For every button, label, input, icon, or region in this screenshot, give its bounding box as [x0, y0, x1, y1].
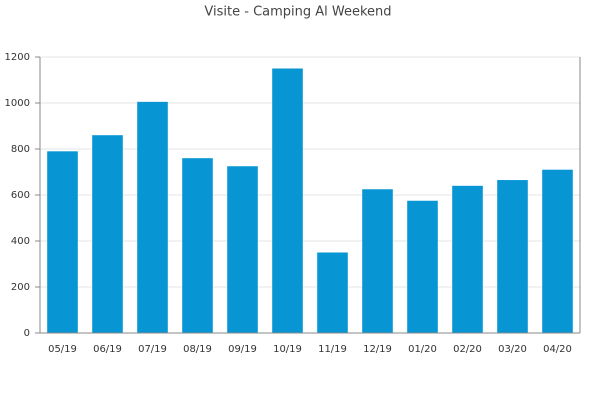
y-tick-label: 0 — [24, 328, 30, 339]
bar — [542, 169, 573, 333]
x-tick-label: 05/19 — [48, 344, 77, 355]
x-tick-label: 09/19 — [228, 344, 257, 355]
bar — [227, 166, 258, 333]
bar — [362, 189, 393, 333]
x-tick-label: 02/20 — [453, 344, 482, 355]
x-tick-label: 08/19 — [183, 344, 212, 355]
bar — [497, 180, 528, 333]
x-tick-label: 07/19 — [138, 344, 167, 355]
y-tick-label: 1200 — [5, 52, 30, 63]
x-tick-label: 06/19 — [93, 344, 122, 355]
y-tick-label: 1000 — [5, 98, 30, 109]
x-tick-label: 12/19 — [363, 344, 392, 355]
y-tick-label: 600 — [11, 190, 30, 201]
x-tick-label: 01/20 — [408, 344, 437, 355]
x-tick-label: 04/20 — [543, 344, 572, 355]
bar — [272, 68, 303, 333]
bar — [182, 158, 213, 333]
y-tick-label: 400 — [11, 236, 30, 247]
chart-title: Visite - Camping Al Weekend — [204, 5, 391, 20]
bar — [452, 185, 483, 333]
bar — [317, 252, 348, 333]
x-tick-label: 10/19 — [273, 344, 302, 355]
bar — [407, 200, 438, 333]
bar — [47, 151, 78, 333]
x-tick-label: 11/19 — [318, 344, 347, 355]
y-tick-label: 200 — [11, 282, 30, 293]
bar — [92, 135, 123, 333]
y-tick-label: 800 — [11, 144, 30, 155]
x-tick-label: 03/20 — [498, 344, 527, 355]
bar — [137, 101, 168, 333]
